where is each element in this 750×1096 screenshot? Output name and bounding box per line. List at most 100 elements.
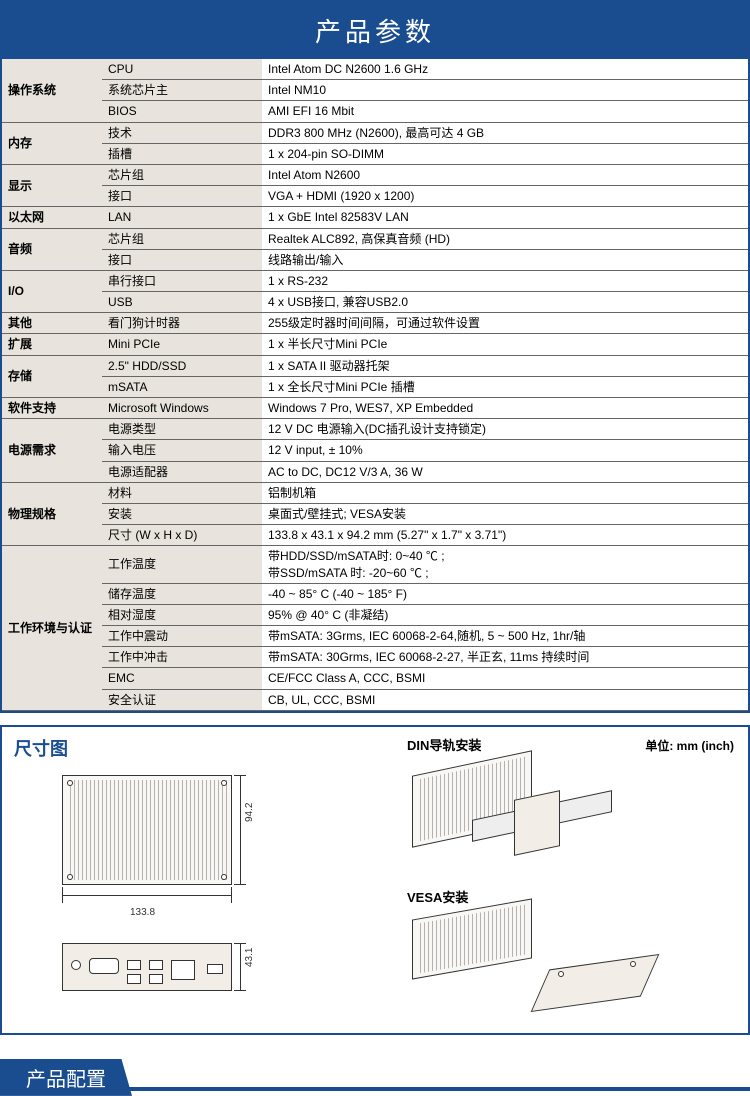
spec-sub-cell: 尺寸 (W x H x D) — [102, 525, 262, 546]
spec-value-cell: CE/FCC Class A, CCC, BSMI — [262, 668, 748, 689]
spec-category-cell: 电源需求 — [2, 419, 102, 483]
spec-value-cell: Realtek ALC892, 高保真音频 (HD) — [262, 228, 748, 249]
depth-dimension-label: 94.2 — [244, 802, 255, 821]
spec-value-cell: 12 V input, ± 10% — [262, 440, 748, 461]
spec-category-cell: 音频 — [2, 228, 102, 270]
spec-value-cell: 255级定时器时间间隔，可通过软件设置 — [262, 313, 748, 334]
spec-category-cell: I/O — [2, 270, 102, 312]
spec-row: 音频芯片组Realtek ALC892, 高保真音频 (HD) — [2, 228, 748, 249]
spec-value-cell: 铝制机箱 — [262, 482, 748, 503]
din-rail-label: DIN导轨安装 — [407, 735, 481, 754]
spec-value-cell: 1 x 半长尺寸Mini PCIe — [262, 334, 748, 355]
spec-row: 系统芯片主Intel NM10 — [2, 80, 748, 101]
spec-row: 输入电压12 V input, ± 10% — [2, 440, 748, 461]
spec-value-cell: 1 x RS-232 — [262, 270, 748, 291]
spec-row: 以太网LAN1 x GbE Intel 82583V LAN — [2, 207, 748, 228]
spec-category-cell: 以太网 — [2, 207, 102, 228]
spec-row: 接口VGA + HDMI (1920 x 1200) — [2, 186, 748, 207]
spec-value-cell: VGA + HDMI (1920 x 1200) — [262, 186, 748, 207]
spec-row: 内存技术DDR3 800 MHz (N2600), 最高可达 4 GB — [2, 122, 748, 143]
dimension-unit-label: 单位: mm (inch) — [645, 737, 734, 754]
spec-row: 接口线路输出/输入 — [2, 249, 748, 270]
spec-sub-cell: 系统芯片主 — [102, 80, 262, 101]
spec-category-cell: 物理规格 — [2, 482, 102, 546]
device-top-view-figure — [62, 775, 232, 885]
spec-sub-cell: 插槽 — [102, 143, 262, 164]
spec-row: 工作中震动带mSATA: 3Grms, IEC 60068-2-64,随机, 5… — [2, 626, 748, 647]
spec-category-cell: 软件支持 — [2, 398, 102, 419]
spec-row: 电源适配器AC to DC, DC12 V/3 A, 36 W — [2, 461, 748, 482]
spec-sub-cell: 材料 — [102, 482, 262, 503]
spec-value-cell: Intel Atom N2600 — [262, 164, 748, 185]
spec-value-cell: AMI EFI 16 Mbit — [262, 101, 748, 122]
spec-sub-cell: 电源类型 — [102, 419, 262, 440]
spec-row: 安装桌面式/壁挂式; VESA安装 — [2, 503, 748, 524]
spec-value-cell: 4 x USB接口, 兼容USB2.0 — [262, 292, 748, 313]
spec-category-cell: 操作系统 — [2, 59, 102, 122]
spec-value-cell: 1 x 204-pin SO-DIMM — [262, 143, 748, 164]
spec-value-cell: 1 x 全长尺寸Mini PCIe 插槽 — [262, 376, 748, 397]
spec-row: BIOSAMI EFI 16 Mbit — [2, 101, 748, 122]
spec-row: 其他看门狗计时器255级定时器时间间隔，可通过软件设置 — [2, 313, 748, 334]
spec-row: 显示芯片组Intel Atom N2600 — [2, 164, 748, 185]
config-section-title: 产品配置 — [0, 1059, 132, 1096]
width-dimension-label: 133.8 — [130, 907, 155, 918]
spec-row: 操作系统CPUIntel Atom DC N2600 1.6 GHz — [2, 59, 748, 80]
spec-category-cell: 存储 — [2, 355, 102, 397]
spec-table: 操作系统CPUIntel Atom DC N2600 1.6 GHz系统芯片主I… — [2, 59, 748, 711]
spec-sub-cell: 安装 — [102, 503, 262, 524]
spec-sub-cell: CPU — [102, 59, 262, 80]
spec-sub-cell: 接口 — [102, 249, 262, 270]
spec-sub-cell: 输入电压 — [102, 440, 262, 461]
spec-value-cell: 12 V DC 电源输入(DC插孔设计支持锁定) — [262, 419, 748, 440]
spec-value-cell: 带mSATA: 30Grms, IEC 60068-2-27, 半正玄, 11m… — [262, 647, 748, 668]
spec-sub-cell: 芯片组 — [102, 164, 262, 185]
spec-row: 尺寸 (W x H x D)133.8 x 43.1 x 94.2 mm (5.… — [2, 525, 748, 546]
spec-row: 物理规格材料铝制机箱 — [2, 482, 748, 503]
spec-category-cell: 扩展 — [2, 334, 102, 355]
spec-category-cell: 显示 — [2, 164, 102, 206]
spec-sub-cell: 安全认证 — [102, 689, 262, 710]
spec-sub-cell: BIOS — [102, 101, 262, 122]
spec-value-cell: 1 x SATA II 驱动器托架 — [262, 355, 748, 376]
spec-row: 工作中冲击带mSATA: 30Grms, IEC 60068-2-27, 半正玄… — [2, 647, 748, 668]
vesa-mount-label: VESA安装 — [407, 887, 468, 906]
spec-sub-cell: mSATA — [102, 376, 262, 397]
spec-value-cell: 1 x GbE Intel 82583V LAN — [262, 207, 748, 228]
spec-row: USB4 x USB接口, 兼容USB2.0 — [2, 292, 748, 313]
spec-sub-cell: Mini PCIe — [102, 334, 262, 355]
spec-row: 安全认证CB, UL, CCC, BSMI — [2, 689, 748, 710]
dimension-panel: 尺寸图 DIN导轨安装 VESA安装 单位: mm (inch) 94.2 13… — [0, 725, 750, 1035]
spec-category-cell: 工作环境与认证 — [2, 546, 102, 711]
spec-value-cell: -40 ~ 85° C (-40 ~ 185° F) — [262, 583, 748, 604]
spec-panel: 产品参数 操作系统CPUIntel Atom DC N2600 1.6 GHz系… — [0, 0, 750, 713]
spec-value-cell: CB, UL, CCC, BSMI — [262, 689, 748, 710]
spec-value-cell: 带mSATA: 3Grms, IEC 60068-2-64,随机, 5 ~ 50… — [262, 626, 748, 647]
spec-row: EMCCE/FCC Class A, CCC, BSMI — [2, 668, 748, 689]
spec-value-cell: 95% @ 40° C (非凝结) — [262, 604, 748, 625]
spec-category-cell: 内存 — [2, 122, 102, 164]
dimension-title: 尺寸图 — [14, 739, 68, 759]
spec-value-cell: 桌面式/壁挂式; VESA安装 — [262, 503, 748, 524]
spec-value-cell: Intel Atom DC N2600 1.6 GHz — [262, 59, 748, 80]
spec-value-cell: 带HDD/SSD/mSATA时: 0~40 ℃ ;带SSD/mSATA 时: -… — [262, 546, 748, 583]
spec-sub-cell: 接口 — [102, 186, 262, 207]
spec-row: 存储2.5" HDD/SSD1 x SATA II 驱动器托架 — [2, 355, 748, 376]
spec-value-cell: AC to DC, DC12 V/3 A, 36 W — [262, 461, 748, 482]
spec-row: mSATA1 x 全长尺寸Mini PCIe 插槽 — [2, 376, 748, 397]
spec-row: I/O串行接口1 x RS-232 — [2, 270, 748, 291]
spec-sub-cell: 芯片组 — [102, 228, 262, 249]
spec-sub-cell: 串行接口 — [102, 270, 262, 291]
spec-sub-cell: 技术 — [102, 122, 262, 143]
spec-row: 工作环境与认证工作温度带HDD/SSD/mSATA时: 0~40 ℃ ;带SSD… — [2, 546, 748, 583]
spec-sub-cell: 2.5" HDD/SSD — [102, 355, 262, 376]
spec-row: 电源需求电源类型12 V DC 电源输入(DC插孔设计支持锁定) — [2, 419, 748, 440]
spec-sub-cell: USB — [102, 292, 262, 313]
spec-row: 插槽1 x 204-pin SO-DIMM — [2, 143, 748, 164]
spec-sub-cell: 工作中冲击 — [102, 647, 262, 668]
spec-sub-cell: 电源适配器 — [102, 461, 262, 482]
spec-row: 相对湿度95% @ 40° C (非凝结) — [2, 604, 748, 625]
spec-value-cell: 线路输出/输入 — [262, 249, 748, 270]
spec-sub-cell: 储存温度 — [102, 583, 262, 604]
device-front-view-figure — [62, 943, 232, 991]
